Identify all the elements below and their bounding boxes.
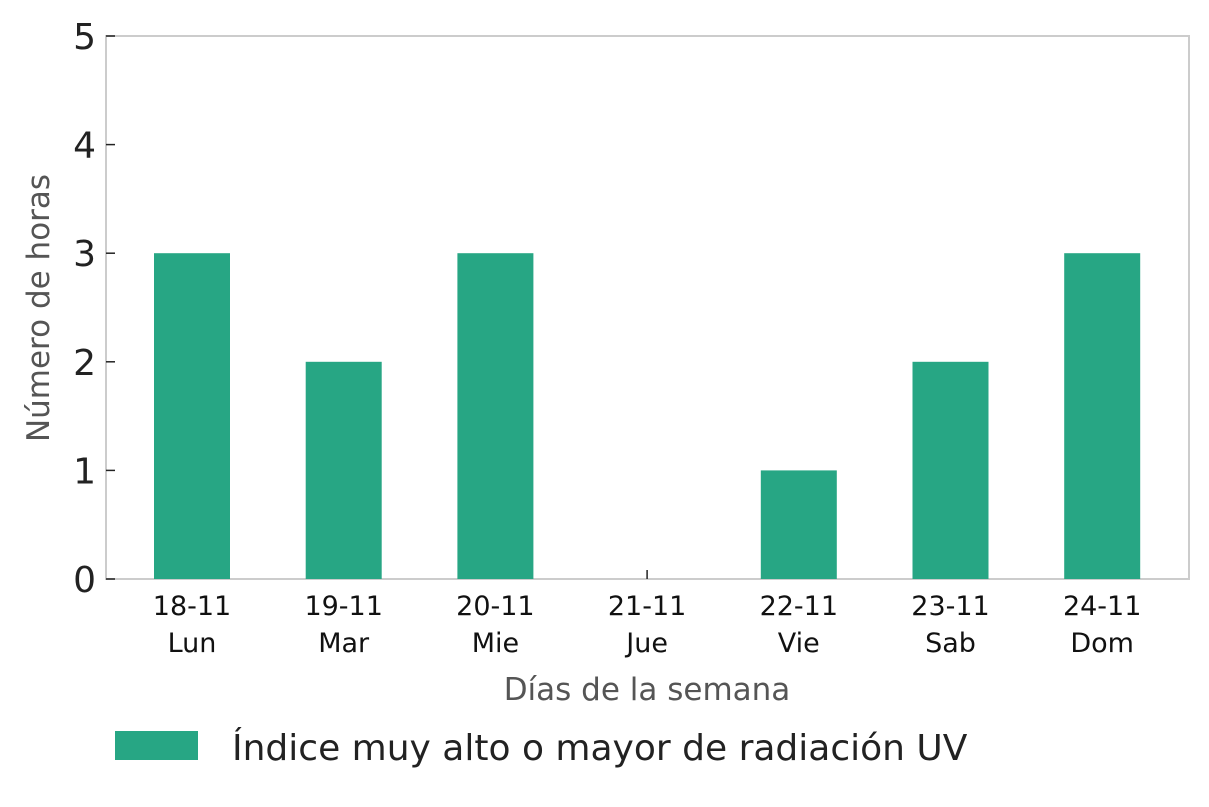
legend-label: Índice muy alto o mayor de radiación UV bbox=[232, 727, 968, 769]
x-tick-label-day-6: Dom bbox=[1070, 628, 1134, 659]
bar-0 bbox=[154, 253, 230, 579]
bar-series bbox=[154, 253, 1141, 579]
bar-1 bbox=[305, 361, 382, 579]
legend-swatch bbox=[115, 731, 198, 760]
x-tick-label-day-2: Mie bbox=[472, 628, 519, 659]
y-tick-label-5: 5 bbox=[73, 17, 96, 58]
y-tick-label-3: 3 bbox=[73, 234, 96, 275]
x-tick-label-date-6: 24-11 bbox=[1063, 591, 1141, 622]
x-tick-label-date-3: 21-11 bbox=[608, 591, 686, 622]
x-tick-label-day-3: Jue bbox=[624, 628, 668, 659]
bar-5 bbox=[912, 361, 989, 579]
legend: Índice muy alto o mayor de radiación UV bbox=[115, 727, 968, 769]
bar-2 bbox=[457, 253, 534, 579]
x-axis-title: Días de la semana bbox=[504, 672, 791, 708]
y-tick-label-2: 2 bbox=[73, 343, 96, 384]
y-axis-title: Número de horas bbox=[21, 174, 57, 442]
y-tick-label-1: 1 bbox=[73, 451, 96, 492]
x-tick-label-day-1: Mar bbox=[318, 628, 370, 659]
bar-4 bbox=[760, 470, 837, 579]
y-tick-label-4: 4 bbox=[73, 126, 96, 167]
bar-6 bbox=[1064, 253, 1141, 579]
x-tick-label-date-5: 23-11 bbox=[911, 591, 989, 622]
y-tick-label-0: 0 bbox=[73, 560, 96, 601]
x-axis: 18-11 Lun 19-11 Mar 20-11 Mie 21-11 Jue 22-11 Vie… bbox=[153, 570, 1141, 659]
plot-area-frame bbox=[105, 35, 1190, 580]
x-tick-label-date-1: 19-11 bbox=[304, 591, 382, 622]
x-tick-label-date-4: 22-11 bbox=[760, 591, 838, 622]
x-tick-label-day-5: Sab bbox=[925, 628, 976, 659]
y-axis: 0 1 2 3 4 5 bbox=[73, 17, 115, 601]
x-tick-label-day-4: Vie bbox=[778, 628, 820, 659]
x-tick-label-date-2: 20-11 bbox=[456, 591, 534, 622]
x-tick-label-date-0: 18-11 bbox=[153, 591, 231, 622]
x-tick-label-day-0: Lun bbox=[168, 628, 217, 659]
